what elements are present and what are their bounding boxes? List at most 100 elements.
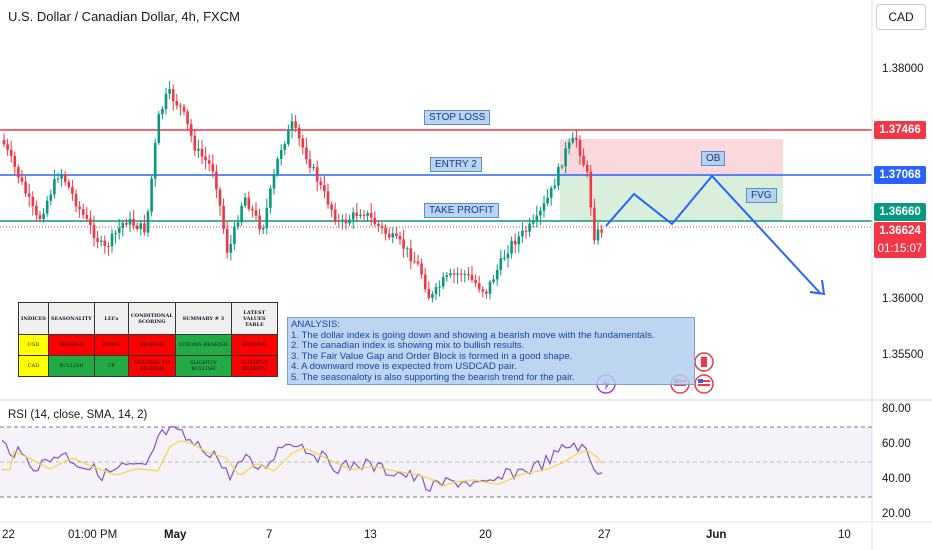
candle-body: [495, 270, 499, 280]
stop-loss-label[interactable]: STOP LOSS: [424, 110, 491, 125]
candle-body: [171, 89, 175, 102]
price-axis-label: 1.38000: [882, 63, 924, 75]
candle-body: [362, 214, 366, 216]
time-axis-label: 7: [266, 529, 273, 541]
candle-body: [341, 219, 344, 222]
candle-body: [380, 226, 384, 229]
rsi-ma-line: [2, 440, 603, 487]
candle-body: [157, 114, 161, 143]
candle-body: [344, 219, 348, 224]
time-axis-label: 20: [479, 529, 492, 541]
candle-body: [60, 174, 63, 179]
table-cell: CAD: [18, 355, 49, 377]
entry-label[interactable]: ENTRY 2: [430, 157, 482, 172]
candle-body: [416, 261, 420, 264]
candle-body: [535, 215, 539, 221]
candle-body: [571, 137, 575, 143]
candle-body: [589, 171, 593, 208]
candle-body: [517, 236, 521, 245]
current-price-tag: 1.36624: [874, 222, 926, 240]
rsi-line: [1, 426, 603, 492]
candle-body: [463, 273, 467, 275]
table-cell: DOWN: [93, 334, 129, 356]
candle-body: [510, 240, 513, 254]
projection-path[interactable]: [605, 174, 821, 294]
candle-body: [492, 279, 495, 283]
candle-body: [49, 194, 53, 201]
candle-body: [319, 181, 323, 186]
candle-body: [593, 207, 596, 241]
flag-usa-icon[interactable]: [694, 374, 714, 394]
candle-body: [409, 248, 413, 262]
rsi-axis-label: 80.00: [882, 403, 911, 415]
candle-body: [312, 167, 315, 169]
table-cell: BEARISH: [127, 334, 176, 356]
candle-body: [258, 215, 261, 230]
candle-body: [92, 225, 96, 239]
candle-body: [24, 181, 27, 194]
flag-canada-icon[interactable]: [694, 352, 714, 372]
order-block-label[interactable]: OB: [701, 151, 726, 166]
candle-body: [200, 148, 204, 157]
take-profit-label[interactable]: TAKE PROFIT: [424, 203, 499, 218]
candle-body: [384, 228, 387, 234]
candle-body: [42, 213, 45, 219]
candle-body: [528, 223, 531, 232]
candle-body: [215, 171, 218, 190]
candle-body: [6, 144, 9, 150]
candle-body: [549, 187, 553, 198]
candle-body: [420, 263, 423, 275]
candle-body: [470, 274, 474, 280]
candle-body: [233, 226, 236, 244]
table-cell: STRONG BEARISH: [174, 334, 232, 356]
candle-body: [402, 239, 405, 249]
rsi-axis-label: 60.00: [882, 438, 911, 450]
take-profit-price-tag: 1.36660: [874, 203, 926, 221]
candle-body: [74, 193, 78, 207]
table-header: CONDITIONAL SCORING: [127, 302, 176, 335]
candle-body: [513, 240, 517, 245]
candle-body: [359, 214, 362, 217]
candle-body: [337, 220, 341, 222]
table-cell: UP: [93, 355, 129, 377]
candle-body: [243, 197, 247, 206]
candle-body: [596, 229, 600, 241]
analysis-note[interactable]: ANALYSIS: 1. The dollar index is going d…: [287, 317, 695, 385]
candle-body: [524, 230, 528, 232]
candle-body: [179, 105, 182, 107]
candle-body: [53, 179, 56, 195]
candle-body: [45, 200, 49, 214]
candle-body: [193, 135, 197, 151]
candle-body: [308, 159, 312, 168]
candle-body: [323, 185, 326, 192]
time-axis-label: May: [164, 529, 187, 541]
candle-body: [434, 286, 438, 295]
fvg-label[interactable]: FVG: [746, 188, 777, 203]
currency-button[interactable]: CAD: [876, 4, 926, 30]
candle-body: [467, 273, 470, 275]
candle-body: [117, 227, 121, 233]
candle-body: [63, 174, 67, 182]
time-axis-label: 01:00 PM: [68, 529, 118, 541]
rsi-legend[interactable]: RSI (14, close, SMA, 14, 2): [8, 409, 148, 421]
projection-arrowhead: [809, 279, 826, 296]
candle-body: [71, 187, 74, 194]
candle-body: [283, 144, 287, 150]
candle-body: [539, 210, 542, 216]
price-axis-label: 1.35500: [882, 349, 924, 361]
candle-body: [269, 188, 272, 208]
candle-body: [175, 101, 179, 106]
candle-body: [333, 209, 337, 221]
candle-body: [103, 240, 107, 247]
table-cell: SLIGHTLY BULLISH: [174, 355, 232, 377]
candle-body: [578, 139, 582, 156]
candle-body: [305, 147, 308, 160]
candle-body: [276, 158, 279, 175]
candle-body: [31, 196, 35, 206]
candle-body: [531, 220, 535, 224]
candle-body: [351, 212, 355, 220]
candle-body: [348, 219, 351, 224]
candle-body: [499, 258, 503, 271]
candle-body: [567, 142, 571, 149]
